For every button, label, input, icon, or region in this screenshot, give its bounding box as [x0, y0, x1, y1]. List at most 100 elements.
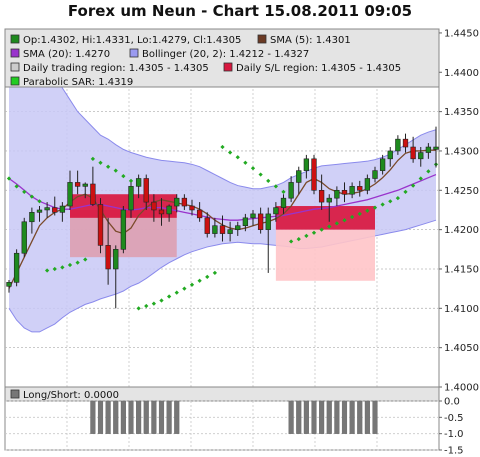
- candle-body: [219, 225, 226, 234]
- long-short-bar: [319, 400, 325, 434]
- chart-title: Forex um Neun - Chart 15.08.2011 09:05: [67, 2, 413, 20]
- candle-body: [36, 209, 43, 213]
- candle-body: [6, 282, 12, 287]
- legend-swatch: [10, 34, 20, 44]
- long-short-bar: [357, 400, 363, 434]
- candle-body: [357, 186, 363, 191]
- candle-body: [52, 207, 58, 213]
- candle-body: [120, 209, 127, 250]
- sar-dot: [388, 199, 393, 204]
- long-short-bar: [90, 400, 96, 434]
- candle-body: [21, 221, 27, 254]
- candle-body: [387, 150, 393, 160]
- sar-dot: [258, 172, 263, 177]
- sar-dot: [136, 306, 141, 311]
- candle-body: [227, 229, 233, 234]
- long-short-bar: [364, 400, 370, 434]
- legend-label: Op:1.4302, Hi:1.4331, Lo:1.4279, Cl:1.43…: [23, 35, 241, 46]
- sar-dot: [29, 194, 34, 199]
- legend-label: Bollinger (20, 2): 1.4212 - 1.4327: [142, 49, 309, 60]
- candle-body: [250, 213, 256, 219]
- candle-body: [326, 197, 332, 203]
- long-short-bar: [326, 400, 332, 434]
- sar-dot: [197, 278, 202, 283]
- long-short-bar: [128, 400, 134, 434]
- sar-dot: [182, 286, 187, 291]
- candle-body: [372, 170, 378, 179]
- sar-dot: [304, 233, 309, 239]
- sar-dot: [411, 183, 416, 188]
- legend-swatch: [10, 48, 20, 58]
- legend: Op:1.4302, Hi:1.4331, Lo:1.4279, Cl:1.43…: [10, 34, 401, 88]
- sar-dot: [14, 184, 19, 189]
- candle-body: [311, 158, 317, 191]
- long-short-bar: [158, 400, 165, 434]
- long-short-bar: [311, 400, 317, 434]
- legend-label: Parabolic SAR: 1.4319: [23, 77, 133, 88]
- sar-dot: [273, 184, 278, 189]
- sar-dot: [159, 298, 164, 303]
- candle-body: [410, 146, 416, 160]
- sar-dot: [212, 270, 217, 276]
- long-short-bar: [174, 400, 180, 434]
- long-short-tick-label: 0.0: [444, 397, 460, 408]
- sar-dot: [37, 199, 42, 204]
- sar-dot: [22, 189, 27, 194]
- candle-body: [143, 178, 149, 203]
- price-tick-label: 1.4300: [444, 146, 479, 157]
- legend-label: SMA (20): 1.4270: [23, 49, 110, 60]
- candle-body: [341, 189, 348, 195]
- long-short-bar: [105, 400, 111, 434]
- legend-swatch: [257, 34, 267, 44]
- legend-box: [4, 28, 440, 88]
- candle-body: [105, 245, 111, 270]
- long-short-bar: [288, 400, 294, 434]
- long-short-bar: [143, 400, 149, 434]
- candle-body: [67, 182, 73, 207]
- sar-dot: [365, 208, 370, 213]
- lower-legend: Long/Short: 0.0000: [10, 389, 119, 401]
- candle-body: [97, 204, 104, 246]
- price-tick-label: 1.4100: [444, 304, 479, 315]
- sar-dot: [205, 274, 210, 279]
- candle-body: [242, 217, 249, 227]
- candle-body: [425, 146, 432, 153]
- sar-dot: [235, 155, 240, 160]
- candle-body: [296, 170, 302, 183]
- candle-body: [113, 249, 119, 270]
- sar-dot: [90, 156, 95, 161]
- sar-dot: [357, 211, 362, 217]
- sar-dot: [113, 168, 118, 173]
- lower-legend-swatch: [10, 389, 20, 399]
- long-short-bar: [97, 400, 104, 434]
- price-tick-label: 1.4050: [444, 343, 479, 354]
- candle-body: [174, 197, 180, 207]
- long-short-bars: [90, 400, 378, 434]
- candle-body: [402, 138, 409, 148]
- sar-dot: [426, 169, 431, 174]
- sar-dot: [144, 303, 149, 309]
- candle-body: [265, 213, 271, 230]
- candle-body: [135, 178, 142, 187]
- sar-dot: [121, 174, 126, 179]
- long-short-axis: 0.0 -0.5 -1.0 -1.5: [439, 397, 464, 457]
- price-tick-label: 1.4450: [444, 28, 479, 39]
- candle-body: [204, 217, 210, 234]
- lower-legend-label: Long/Short: 0.0000: [23, 390, 119, 401]
- candles: [6, 126, 439, 309]
- candle-body: [349, 186, 355, 195]
- candle-body: [151, 201, 157, 211]
- sar-dot: [281, 189, 286, 194]
- daily-trading-region: [275, 229, 375, 281]
- candle-body: [318, 189, 325, 203]
- candle-body: [189, 205, 195, 211]
- legend-label: Daily trading region: 1.4305 - 1.4305: [23, 63, 209, 74]
- sar-dot: [189, 282, 195, 287]
- sar-dot: [106, 164, 111, 169]
- sar-dot: [395, 196, 400, 201]
- sar-dot: [167, 294, 172, 299]
- candle-body: [82, 183, 88, 187]
- sar-dot: [6, 176, 12, 181]
- candle-body: [364, 178, 371, 191]
